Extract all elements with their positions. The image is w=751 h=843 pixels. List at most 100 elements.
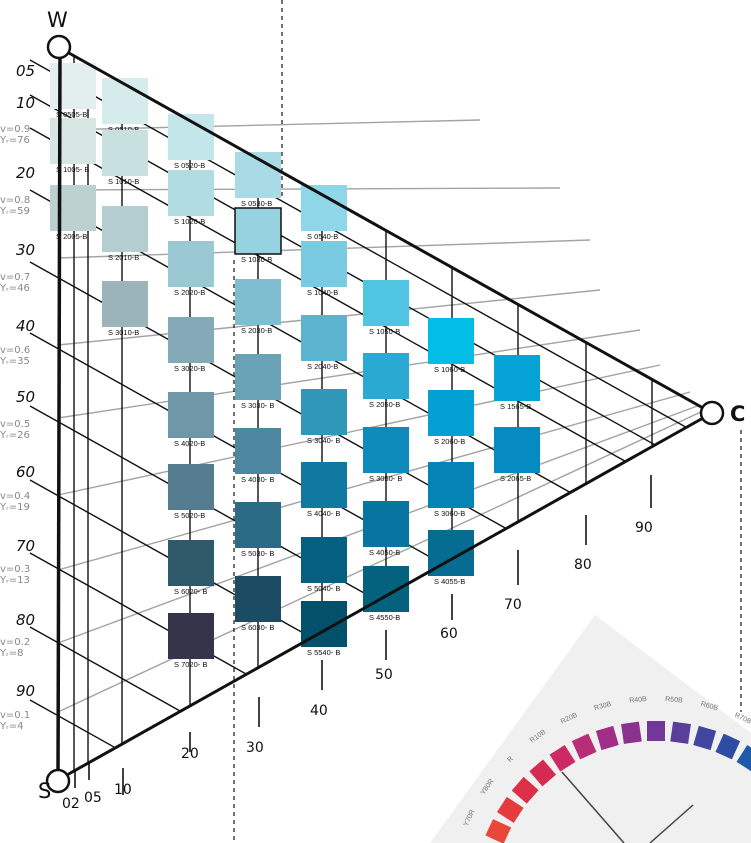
hue-segment [549, 744, 576, 772]
swatch-label: S 3030- B [241, 401, 274, 410]
swatch-color [168, 317, 214, 363]
luminance-label: Yᵣ=26 [0, 430, 30, 441]
swatch-color [168, 613, 214, 659]
swatch-label: S 1010-B [108, 177, 139, 186]
chromaticness-scale-label: 10 [114, 782, 132, 798]
blackness-scale-label: 10 [16, 94, 35, 112]
swatch-label: S 2010-B [108, 253, 139, 262]
swatch: S 1060-B [428, 318, 474, 374]
swatch-label: S 3050- B [369, 474, 402, 483]
swatch-label: S 4020-B [174, 439, 205, 448]
swatch: S 2005-B [50, 185, 96, 241]
swatch: S 4040- B [301, 462, 347, 518]
swatch-label: S 3010-B [108, 328, 139, 337]
swatch-label: S 0505-B [56, 110, 87, 119]
blackness-line [29, 626, 181, 712]
swatch-label: S 1040-B [307, 288, 338, 297]
swatch-label: S 3060-B [434, 509, 465, 518]
swatch-label: S 1020-B [174, 217, 205, 226]
hue-segment [736, 744, 751, 772]
swatch-color [363, 353, 409, 399]
swatch-label: S 4550-B [369, 613, 400, 622]
hue-label: R [506, 755, 515, 764]
swatch-label: S 5540- B [307, 648, 340, 657]
luminance-label: Yᵣ=59 [0, 206, 30, 217]
swatch-label: S 1565-B [500, 402, 531, 411]
swatch-color [50, 185, 96, 231]
swatch: S 1040-B [301, 241, 347, 297]
value-line [57, 409, 706, 713]
luminance-label: Yᵣ=13 [0, 575, 30, 586]
swatch-color [168, 540, 214, 586]
swatch-color [428, 318, 474, 364]
swatch-color [50, 118, 96, 164]
swatch-label: S 4030- B [241, 475, 274, 484]
chromaticness-scale-label: 05 [84, 790, 102, 806]
chromaticness-scale: 02 05 10 20 30 40 50 60 70 80 90 [62, 475, 653, 812]
chromaticness-scale-label: 90 [635, 520, 653, 536]
swatch-label: S 0530-B [241, 199, 272, 208]
swatch-label: S 5020-B [174, 511, 205, 520]
swatch: S 1010-B [102, 130, 148, 186]
swatch-label: S 5030- B [241, 549, 274, 558]
blackness-scale-label: 70 [16, 537, 35, 555]
swatch-label: S 0510-B [108, 125, 139, 134]
hue-label: R30B [593, 701, 612, 712]
hue-label: R40B [629, 696, 647, 705]
blackness-scale-label: 30 [16, 241, 35, 259]
swatch-color [102, 130, 148, 176]
value-label: v=0.9 [0, 124, 30, 135]
blackness-line [29, 127, 626, 463]
blackness-line [29, 552, 247, 675]
swatch: S 1030-B [234, 207, 282, 264]
swatch-label: S 6020- B [174, 587, 207, 596]
hue-segment [595, 725, 619, 751]
swatch-label: S 2040-B [307, 362, 338, 371]
blackness-scale: 05 10 20 30 40 50 60 70 80 90 [16, 62, 35, 700]
chromaticness-scale-label: 40 [310, 703, 328, 719]
hue-segment [485, 819, 512, 843]
black-corner-circle [45, 768, 71, 794]
swatch-color [301, 241, 347, 287]
hue-circle-fragment: Y70RY80RRR10BR20BR30BR40BR50BR60BR70BR80… [430, 615, 751, 843]
swatch: S 1005- B [50, 118, 96, 174]
luminance-label: Yᵣ=46 [0, 283, 30, 294]
value-label: v=0.6 [0, 345, 30, 356]
swatch-color [494, 355, 540, 401]
corner-label-c: C [730, 402, 745, 426]
value-label: v=0.5 [0, 419, 30, 430]
swatch: S 1565-B [494, 355, 540, 411]
swatch-color [363, 427, 409, 473]
hue-segment [571, 733, 597, 760]
swatch: S 4550-B [363, 566, 409, 622]
swatch-color [494, 427, 540, 473]
swatch: S 2030-B [235, 279, 281, 335]
swatch: S 5020-B [168, 464, 214, 520]
swatch: S 2020-B [168, 241, 214, 297]
swatch-label: S 2060-B [434, 437, 465, 446]
swatch-label: S 7020- B [174, 660, 207, 669]
swatch: S 3050- B [363, 427, 409, 483]
swatch-color [235, 354, 281, 400]
hue-segment [621, 721, 642, 744]
swatch-color [428, 390, 474, 436]
hue-segment [529, 759, 557, 787]
swatch: S 5040- B [301, 537, 347, 593]
swatch-color [168, 170, 214, 216]
swatch-label: S 2050-B [369, 400, 400, 409]
hue-segment [511, 776, 539, 804]
hue-segment [496, 796, 524, 823]
blackness-scale-label: 60 [16, 463, 35, 481]
value-label: v=0.3 [0, 564, 30, 575]
luminance-label: Yᵣ=4 [0, 721, 23, 732]
value-line [57, 119, 481, 131]
white-corner-circle [46, 34, 72, 60]
swatch: S 3030- B [235, 354, 281, 410]
swatch: S 1050-B [363, 280, 409, 336]
swatch: S 0510-B [102, 78, 148, 134]
swatch-label: S 1005- B [56, 165, 89, 174]
swatch: S 2060-B [428, 390, 474, 446]
swatch-color [301, 315, 347, 361]
hue-circle-background [430, 615, 751, 843]
